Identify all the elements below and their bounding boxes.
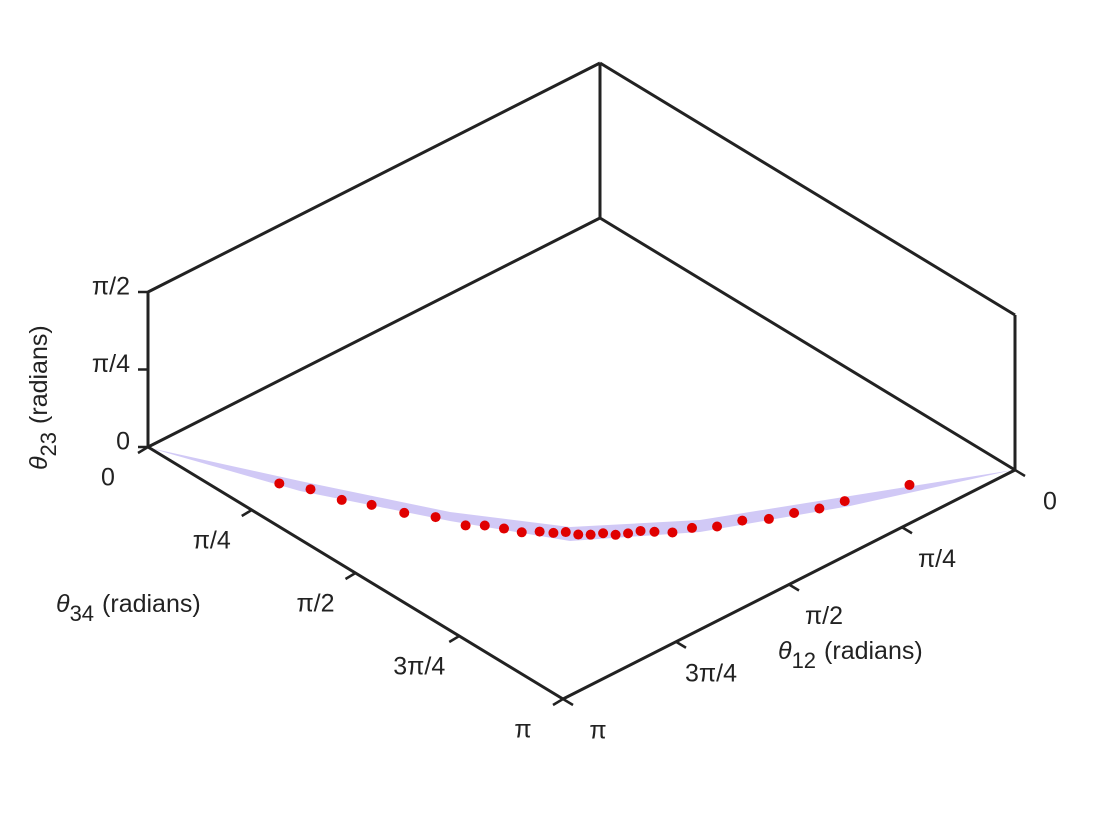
surface <box>150 448 1013 541</box>
tick-mark <box>901 526 913 535</box>
point <box>399 507 410 518</box>
point <box>366 499 377 510</box>
box-edge <box>599 216 1016 472</box>
tick-label: 0 <box>101 464 115 492</box>
box-edge <box>147 61 601 294</box>
tick-mark <box>562 697 574 707</box>
label-symbol: θ <box>25 456 53 470</box>
tick-label: π/2 <box>805 602 843 630</box>
tick-mark <box>344 571 357 581</box>
point <box>274 478 285 489</box>
label-text: (radians) <box>824 637 923 665</box>
tick-label: π/2 <box>296 590 334 618</box>
point <box>649 526 660 537</box>
point <box>585 529 596 540</box>
z-axis-label: θ23 (radians) <box>25 325 61 470</box>
label-symbol: θ <box>778 637 792 665</box>
point <box>305 484 316 495</box>
tick-label: 3π/4 <box>393 653 445 681</box>
tick-label: 0 <box>116 428 130 456</box>
point <box>430 512 441 523</box>
point <box>610 529 621 540</box>
label-subscript: 12 <box>792 648 816 673</box>
y-axis-label: θ34 (radians) <box>56 590 201 626</box>
point <box>516 527 527 538</box>
tick-mark <box>448 634 460 644</box>
tick-mark <box>241 508 253 518</box>
box-edge <box>599 61 1016 317</box>
point <box>336 494 347 505</box>
point <box>737 515 748 526</box>
point <box>560 527 571 538</box>
label-subscript: 23 <box>36 432 61 456</box>
tick-label: π/4 <box>92 350 130 378</box>
point <box>498 523 509 534</box>
label-text: (radians) <box>102 590 201 618</box>
point <box>623 528 634 539</box>
tick-label: π <box>589 717 606 745</box>
tick-label: π <box>514 716 531 744</box>
tick-label: π/2 <box>92 273 130 301</box>
label-subscript: 34 <box>70 601 94 626</box>
point <box>789 507 800 518</box>
point <box>712 521 723 532</box>
point <box>573 529 584 540</box>
point <box>460 520 471 531</box>
point <box>598 528 609 539</box>
tick-label: π/4 <box>193 527 231 555</box>
point <box>763 513 774 524</box>
tick-label: 0 <box>1043 488 1057 516</box>
tick-label: 3π/4 <box>685 659 737 687</box>
point <box>839 496 850 507</box>
tick-mark <box>675 640 687 649</box>
box-edge <box>147 216 601 449</box>
tick-label: π/4 <box>918 545 956 573</box>
point <box>534 526 545 537</box>
point <box>814 503 825 514</box>
point <box>667 527 678 538</box>
tick-mark <box>788 583 800 592</box>
point <box>904 479 915 490</box>
label-text: (radians) <box>25 325 53 424</box>
point <box>548 527 559 538</box>
point <box>479 520 490 531</box>
tick-mark <box>552 697 564 707</box>
tick-mark <box>1014 468 1026 478</box>
point <box>687 522 698 533</box>
point <box>635 525 646 536</box>
x-axis-label: θ12 (radians) <box>778 637 923 673</box>
label-symbol: θ <box>56 590 70 618</box>
